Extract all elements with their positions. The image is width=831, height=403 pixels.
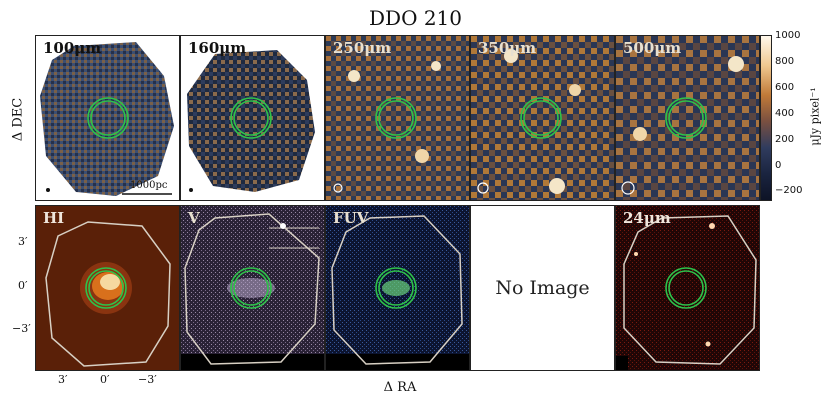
colorbar-tick-neg200: −200	[775, 185, 803, 196]
panel-hi-image	[36, 206, 179, 370]
panel-350um-image	[471, 36, 614, 200]
colorbar-tick-200: 200	[775, 134, 795, 145]
colorbar-tick-1000: 1000	[775, 30, 801, 41]
panel-hi-label: HI	[43, 209, 65, 227]
colorbar	[760, 35, 772, 201]
colorbar-label: μJy pixel⁻¹	[808, 87, 822, 146]
panel-24um: 24μm	[615, 205, 760, 371]
colorbar-tick-600: 600	[775, 82, 795, 93]
colorbar-tick-400: 400	[775, 108, 795, 119]
figure-title: DDO 210	[369, 6, 462, 30]
panel-empty: No Image	[470, 205, 615, 371]
panel-350um: 350μm	[470, 35, 615, 201]
panel-100um-image	[40, 42, 174, 196]
hi-xtick-0: 0′	[100, 373, 110, 386]
panel-100um: 100μm 1000pc	[35, 35, 180, 201]
panel-24um-label: 24μm	[623, 209, 671, 227]
colorbar-tick-800: 800	[775, 56, 795, 67]
panel-v-image	[181, 206, 324, 370]
panel-100um-label: 100μm	[43, 39, 102, 57]
no-image-label: No Image	[495, 277, 590, 299]
panel-250um: 250μm	[325, 35, 470, 201]
y-axis-label: Δ DEC	[10, 97, 26, 142]
panel-350um-label: 350μm	[478, 39, 537, 57]
panel-24um-image	[616, 206, 759, 370]
x-axis-label: Δ RA	[383, 380, 417, 395]
panel-160um-image	[187, 50, 315, 192]
panel-500um: 500μm	[615, 35, 760, 201]
hi-ytick-3: 3′	[18, 235, 28, 248]
panel-500um-label: 500μm	[623, 39, 682, 57]
hi-xtick-neg3: −3′	[138, 373, 157, 386]
panel-v: V	[180, 205, 325, 371]
panel-fuv-image	[326, 206, 469, 370]
hi-ytick-neg3: −3′	[12, 322, 31, 335]
panel-fuv-label: FUV	[333, 209, 369, 227]
panel-500um-image	[616, 36, 759, 200]
panel-v-label: V	[188, 209, 200, 227]
hi-ytick-0: 0′	[18, 279, 28, 292]
colorbar-tick-0: 0	[775, 160, 782, 171]
panel-250um-image	[326, 36, 469, 200]
hi-xtick-3: 3′	[58, 373, 68, 386]
panel-160um: 160μm	[180, 35, 325, 201]
panel-hi: HI	[35, 205, 180, 371]
panel-250um-label: 250μm	[333, 39, 392, 57]
scalebar-label: 1000pc	[130, 180, 168, 191]
panel-fuv: FUV	[325, 205, 470, 371]
panel-160um-label: 160μm	[188, 39, 247, 57]
